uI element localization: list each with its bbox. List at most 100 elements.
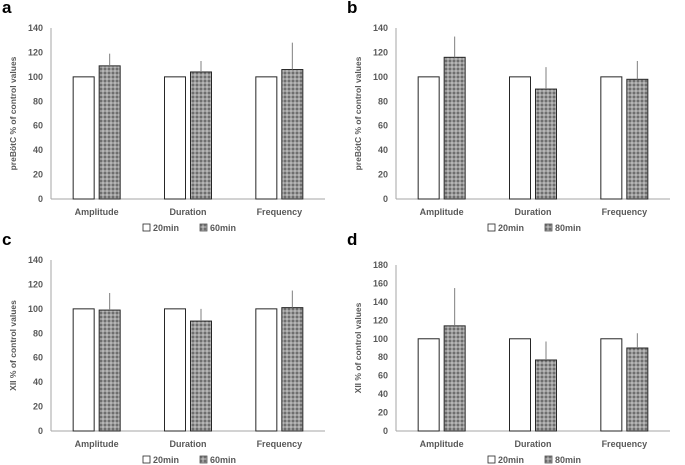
legend-swatch xyxy=(544,455,553,464)
y-tick-label: 20 xyxy=(378,408,388,418)
legend-label: 60min xyxy=(210,223,236,232)
legend-swatch xyxy=(142,223,151,232)
bar-amplitude-20min xyxy=(417,76,440,200)
legend-label: 80min xyxy=(555,223,581,232)
panel-label: d xyxy=(347,230,358,249)
bar-amplitude-20min xyxy=(72,308,95,432)
bar-frequency-60min xyxy=(281,69,304,200)
panel-a: a preBötC % of control values 0 20 40 60 80 10… xyxy=(0,0,340,232)
bar-amplitude-60min xyxy=(98,309,121,432)
y-tick-label: 0 xyxy=(383,426,388,436)
y-tick-label: 0 xyxy=(383,194,388,204)
x-tick-label: Amplitude xyxy=(420,439,464,449)
y-axis-label: preBötC % of control values xyxy=(353,56,363,170)
y-tick-label: 160 xyxy=(373,278,388,288)
y-tick-label: 80 xyxy=(33,328,43,338)
y-tick-label: 140 xyxy=(28,23,43,33)
legend-swatch xyxy=(199,223,208,232)
y-tick-label: 120 xyxy=(373,315,388,325)
y-tick-label: 60 xyxy=(33,353,43,363)
panel-label: c xyxy=(2,230,12,249)
legend-label: 20min xyxy=(498,455,524,464)
y-tick-label: 20 xyxy=(33,402,43,412)
legend-swatch xyxy=(142,455,151,464)
y-axis-label: XII % of control values xyxy=(353,302,363,393)
legend-swatch xyxy=(487,223,496,232)
x-tick-label: Frequency xyxy=(257,207,303,217)
bar-duration-80min xyxy=(535,88,557,200)
y-tick-label: 80 xyxy=(378,96,388,106)
panel-label: a xyxy=(2,0,12,17)
x-tick-label: Frequency xyxy=(602,207,648,217)
bar-duration-20min xyxy=(509,76,531,200)
bar-amplitude-20min xyxy=(72,76,95,200)
y-tick-label: 140 xyxy=(28,255,43,265)
y-tick-label: 80 xyxy=(33,96,43,106)
bar-frequency-20min xyxy=(600,76,623,200)
legend-label: 60min xyxy=(210,455,236,464)
bar-amplitude-80min xyxy=(443,56,466,200)
y-tick-label: 0 xyxy=(38,194,43,204)
bar-duration-20min xyxy=(164,76,186,200)
x-tick-label: Duration xyxy=(170,439,207,449)
bar-frequency-60min xyxy=(281,307,304,432)
panel-b: b preBötC % of control values 0 20 40 60 80 10… xyxy=(345,0,685,232)
bar-duration-20min xyxy=(164,308,186,432)
bar-amplitude-80min xyxy=(443,325,466,432)
y-tick-label: 100 xyxy=(373,72,388,82)
y-tick-label: 20 xyxy=(378,170,388,180)
bar-frequency-20min xyxy=(600,338,623,432)
y-tick-label: 140 xyxy=(373,297,388,307)
y-tick-label: 60 xyxy=(378,121,388,131)
y-tick-label: 180 xyxy=(373,260,388,270)
x-tick-label: Frequency xyxy=(602,439,648,449)
chart-svg: XII % of control values 0 20 40 60 80 100 120 14… xyxy=(353,260,670,464)
bar-amplitude-20min xyxy=(417,338,440,432)
x-tick-label: Duration xyxy=(170,207,207,217)
y-tick-label: 40 xyxy=(378,389,388,399)
bar-frequency-20min xyxy=(255,308,278,432)
bar-frequency-80min xyxy=(626,78,649,200)
bar-duration-20min xyxy=(509,338,531,432)
y-tick-label: 140 xyxy=(373,23,388,33)
bar-frequency-20min xyxy=(255,76,278,200)
chart-svg: preBötC % of control values 0 20 40 60 80 100 1… xyxy=(8,23,325,232)
x-tick-label: Amplitude xyxy=(420,207,464,217)
bar-duration-60min xyxy=(190,71,212,200)
x-tick-label: Amplitude xyxy=(75,207,119,217)
x-tick-label: Duration xyxy=(515,439,552,449)
y-axis-label: preBötC % of control values xyxy=(8,56,18,170)
y-tick-label: 60 xyxy=(33,121,43,131)
panel-label: b xyxy=(347,0,358,17)
chart-svg: XII % of control values 0 20 40 60 80 100 120 14… xyxy=(8,255,325,464)
y-tick-label: 100 xyxy=(28,304,43,314)
legend-swatch xyxy=(487,455,496,464)
y-tick-label: 120 xyxy=(28,47,43,57)
y-tick-label: 120 xyxy=(28,279,43,289)
legend-swatch xyxy=(199,455,208,464)
y-tick-label: 80 xyxy=(378,352,388,362)
y-tick-label: 100 xyxy=(373,334,388,344)
panel-c: c XII % of control values 0 20 40 60 80 100 120… xyxy=(0,230,340,464)
y-tick-label: 60 xyxy=(378,371,388,381)
y-tick-label: 0 xyxy=(38,426,43,436)
legend-label: 20min xyxy=(498,223,524,232)
x-tick-label: Amplitude xyxy=(75,439,119,449)
legend-label: 20min xyxy=(153,223,179,232)
y-tick-label: 100 xyxy=(28,72,43,82)
panel-d: d XII % of control values 0 20 40 60 80 100 120… xyxy=(345,230,685,464)
x-tick-label: Frequency xyxy=(257,439,303,449)
legend-label: 80min xyxy=(555,455,581,464)
y-tick-label: 120 xyxy=(373,47,388,57)
legend-label: 20min xyxy=(153,455,179,464)
y-tick-label: 40 xyxy=(378,145,388,155)
y-tick-label: 40 xyxy=(33,145,43,155)
chart-svg: preBötC % of control values 0 20 40 60 80 100 1… xyxy=(353,23,670,232)
bar-duration-80min xyxy=(535,359,557,432)
y-tick-label: 40 xyxy=(33,377,43,387)
bar-duration-60min xyxy=(190,320,212,432)
legend-swatch xyxy=(544,223,553,232)
bar-amplitude-60min xyxy=(98,65,121,200)
y-tick-label: 20 xyxy=(33,170,43,180)
y-axis-label: XII % of control values xyxy=(8,300,18,391)
